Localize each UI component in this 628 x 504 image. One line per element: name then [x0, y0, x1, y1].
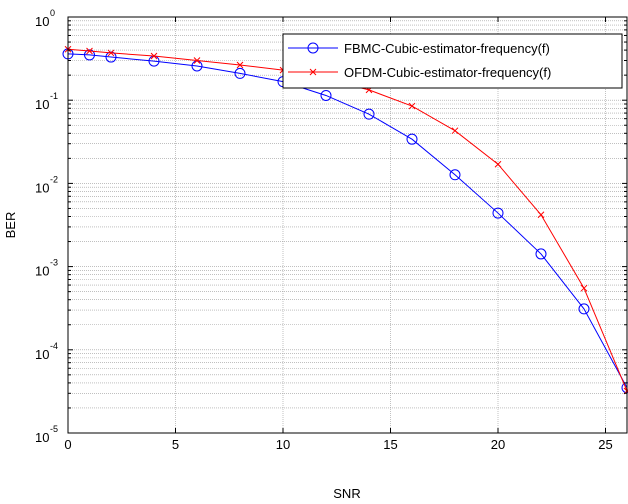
data-point-2: [193, 57, 201, 64]
data-point-1: [105, 51, 117, 63]
y-tick-label-exponent: -1: [50, 91, 58, 101]
y-tick-label-base: 10: [35, 14, 49, 29]
series-line-1: [67, 53, 628, 388]
y-tick-label-base: 10: [35, 97, 49, 112]
legend: FBMC-Cubic-estimator-frequency(f) OFDM-Cu…: [282, 33, 623, 89]
data-point-1: [492, 207, 504, 219]
y-tick-label-exponent: -4: [50, 341, 58, 351]
data-point-2: [537, 211, 545, 219]
legend-label-2: OFDM-Cubic-estimator-frequency(f): [344, 65, 551, 80]
y-tick-label-base: 10: [35, 180, 49, 195]
x-tick-label: 20: [491, 437, 505, 452]
data-point-2: [494, 160, 502, 168]
data-point-1: [406, 133, 418, 145]
data-point-1: [234, 67, 246, 79]
data-point-2: [236, 61, 244, 69]
plot-frame: [67, 16, 628, 434]
x-tick-label: 15: [383, 437, 397, 452]
data-point-2: [580, 284, 588, 292]
x-axis-label: SNR: [333, 486, 360, 501]
y-tick-label-base: 10: [35, 430, 49, 445]
y-tick-label-exponent: -3: [50, 258, 58, 268]
legend-box: [282, 33, 623, 89]
y-tick-label-exponent: -5: [50, 424, 58, 434]
y-axis-label: BER: [3, 212, 18, 239]
data-point-1: [449, 169, 461, 181]
data-point-1: [535, 248, 547, 260]
x-tick-label: 25: [598, 437, 612, 452]
y-tick-label-exponent: 0: [50, 8, 55, 18]
y-tick-label-base: 10: [35, 347, 49, 362]
x-tick-label: 5: [172, 437, 179, 452]
y-tick-label-exponent: -2: [50, 174, 58, 184]
legend-marker-1: [307, 42, 319, 54]
data-point-1: [84, 49, 95, 61]
data-point-1: [578, 303, 590, 315]
data-point-1: [320, 89, 332, 101]
legend-marker-2: [309, 68, 317, 76]
data-point-2: [150, 52, 158, 60]
x-tick-label: 10: [276, 437, 290, 452]
y-tick-label-base: 10: [35, 264, 49, 279]
grid: [68, 17, 627, 433]
legend-label-1: FBMC-Cubic-estimator-frequency(f): [344, 41, 550, 56]
data-point-2: [107, 49, 115, 57]
data-point-2: [408, 102, 416, 110]
x-tick-label: 0: [64, 437, 71, 452]
data-point-1: [363, 108, 375, 120]
data-point-2: [86, 47, 93, 55]
data-point-2: [451, 127, 459, 135]
